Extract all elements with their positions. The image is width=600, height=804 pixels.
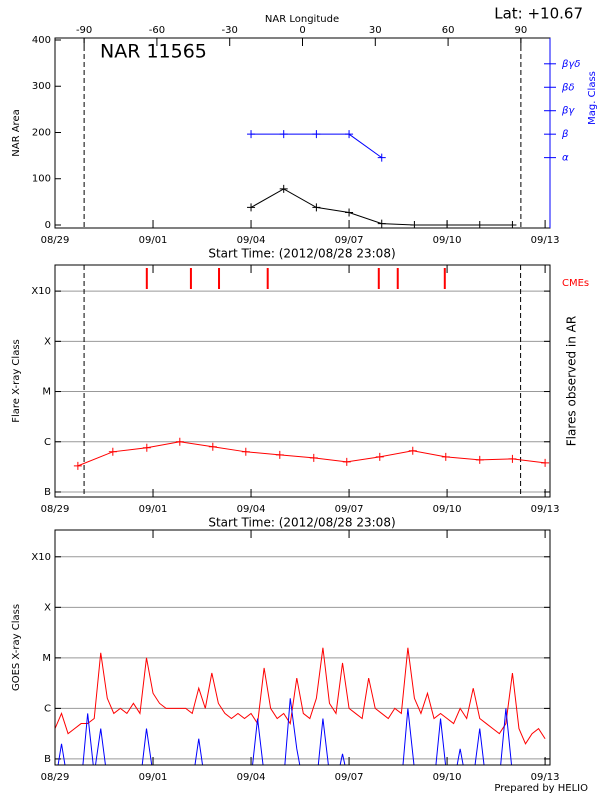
y2-tick-label: α — [562, 153, 569, 164]
y-axis-label: NAR Area — [11, 109, 22, 156]
point-marker — [279, 184, 288, 193]
point-marker — [208, 442, 217, 451]
x2-tick-label: 0 — [299, 25, 305, 36]
y-tick-label: B — [44, 487, 51, 498]
series-line — [55, 647, 546, 745]
x2-axis-label: NAR Longitude — [265, 14, 339, 25]
y-tick-label: 300 — [32, 81, 51, 92]
x-tick-label: 08/29 — [41, 235, 70, 246]
y-axis-label: GOES X-ray Class — [11, 604, 22, 691]
y2-tick-label: βγ — [561, 106, 575, 117]
point-marker — [342, 457, 351, 466]
y2-tick-label: βγδ — [561, 59, 580, 70]
point-marker — [142, 443, 151, 452]
x2-tick-label: 30 — [369, 25, 382, 36]
x-tick-label: 09/13 — [531, 772, 560, 783]
latitude-label: Lat: +10.67 — [494, 5, 583, 23]
x-axis-label: Start Time: (2012/08/28 23:08) — [208, 516, 395, 530]
point-marker — [73, 461, 82, 470]
y2-axis-label: Flares observed in AR — [565, 316, 579, 446]
cme-label: CMEs — [562, 278, 589, 289]
credit: Prepared by HELIO — [494, 783, 588, 794]
y-axis-label: Flare X-ray Class — [11, 339, 22, 423]
y2-tick-label: βδ — [561, 82, 575, 93]
point-marker — [441, 452, 450, 461]
x-tick-label: 08/29 — [41, 772, 70, 783]
x-tick-label: 09/01 — [139, 504, 168, 515]
point-marker — [408, 446, 417, 455]
x-tick-label: 09/01 — [139, 235, 168, 246]
point-marker — [377, 153, 386, 162]
x-tick-label: 09/07 — [335, 235, 364, 246]
plot-area — [73, 437, 550, 470]
x2-tick-label: -30 — [222, 25, 238, 36]
y-tick-label: X — [44, 602, 51, 613]
y-tick-label: 100 — [32, 174, 51, 185]
point-marker — [475, 455, 484, 464]
plot-frame — [54, 529, 551, 766]
x2-tick-label: 60 — [442, 25, 455, 36]
series-line — [250, 188, 513, 226]
x-tick-label: 09/04 — [237, 504, 266, 515]
x-tick-label: 09/04 — [237, 235, 266, 246]
y-tick-label: X10 — [31, 552, 51, 563]
point-marker — [345, 208, 354, 217]
point-marker — [279, 130, 288, 139]
plot-frame — [54, 264, 551, 498]
plot-area — [55, 647, 546, 765]
point-marker — [241, 447, 250, 456]
point-marker — [247, 130, 256, 139]
y2-tick-label: β — [561, 129, 569, 140]
point-marker — [108, 447, 117, 456]
y-tick-label: B — [44, 754, 51, 765]
point-marker — [175, 437, 184, 446]
x-tick-label: 09/13 — [531, 235, 560, 246]
panel-title: NAR 11565 — [100, 41, 207, 63]
point-marker — [541, 458, 550, 467]
x-tick-label: 09/04 — [237, 772, 266, 783]
y-tick-label: X — [44, 336, 51, 347]
x-tick-label: 08/29 — [41, 504, 70, 515]
x-axis-label: Start Time: (2012/08/28 23:08) — [208, 247, 395, 261]
point-marker — [247, 203, 256, 212]
point-marker — [275, 450, 284, 459]
x-tick-label: 09/10 — [433, 504, 462, 515]
x-tick-label: 09/10 — [433, 772, 462, 783]
x-tick-label: 09/13 — [531, 504, 560, 515]
x2-tick-label: -60 — [149, 25, 165, 36]
y-tick-label: M — [42, 387, 51, 398]
x-tick-label: 09/07 — [335, 504, 364, 515]
point-marker — [312, 203, 321, 212]
y-tick-label: 0 — [45, 220, 51, 231]
point-marker — [508, 454, 517, 463]
plot-area — [247, 130, 517, 228]
y-tick-label: C — [44, 437, 51, 448]
x-tick-label: 09/01 — [139, 772, 168, 783]
y2-axis-label: Mag. Class — [587, 71, 598, 125]
y-tick-label: X10 — [31, 286, 51, 297]
x2-tick-label: 90 — [515, 25, 528, 36]
series-line — [77, 441, 546, 467]
y-tick-label: C — [44, 703, 51, 714]
point-marker — [312, 130, 321, 139]
y-tick-label: 400 — [32, 35, 51, 46]
x-tick-label: 09/07 — [335, 772, 364, 783]
y-tick-label: 200 — [32, 127, 51, 138]
x-tick-label: 09/10 — [433, 235, 462, 246]
point-marker — [345, 130, 354, 139]
y-tick-label: M — [42, 653, 51, 664]
x2-tick-label: -90 — [76, 25, 92, 36]
point-marker — [309, 453, 318, 462]
point-marker — [375, 452, 384, 461]
point-marker — [377, 219, 386, 228]
